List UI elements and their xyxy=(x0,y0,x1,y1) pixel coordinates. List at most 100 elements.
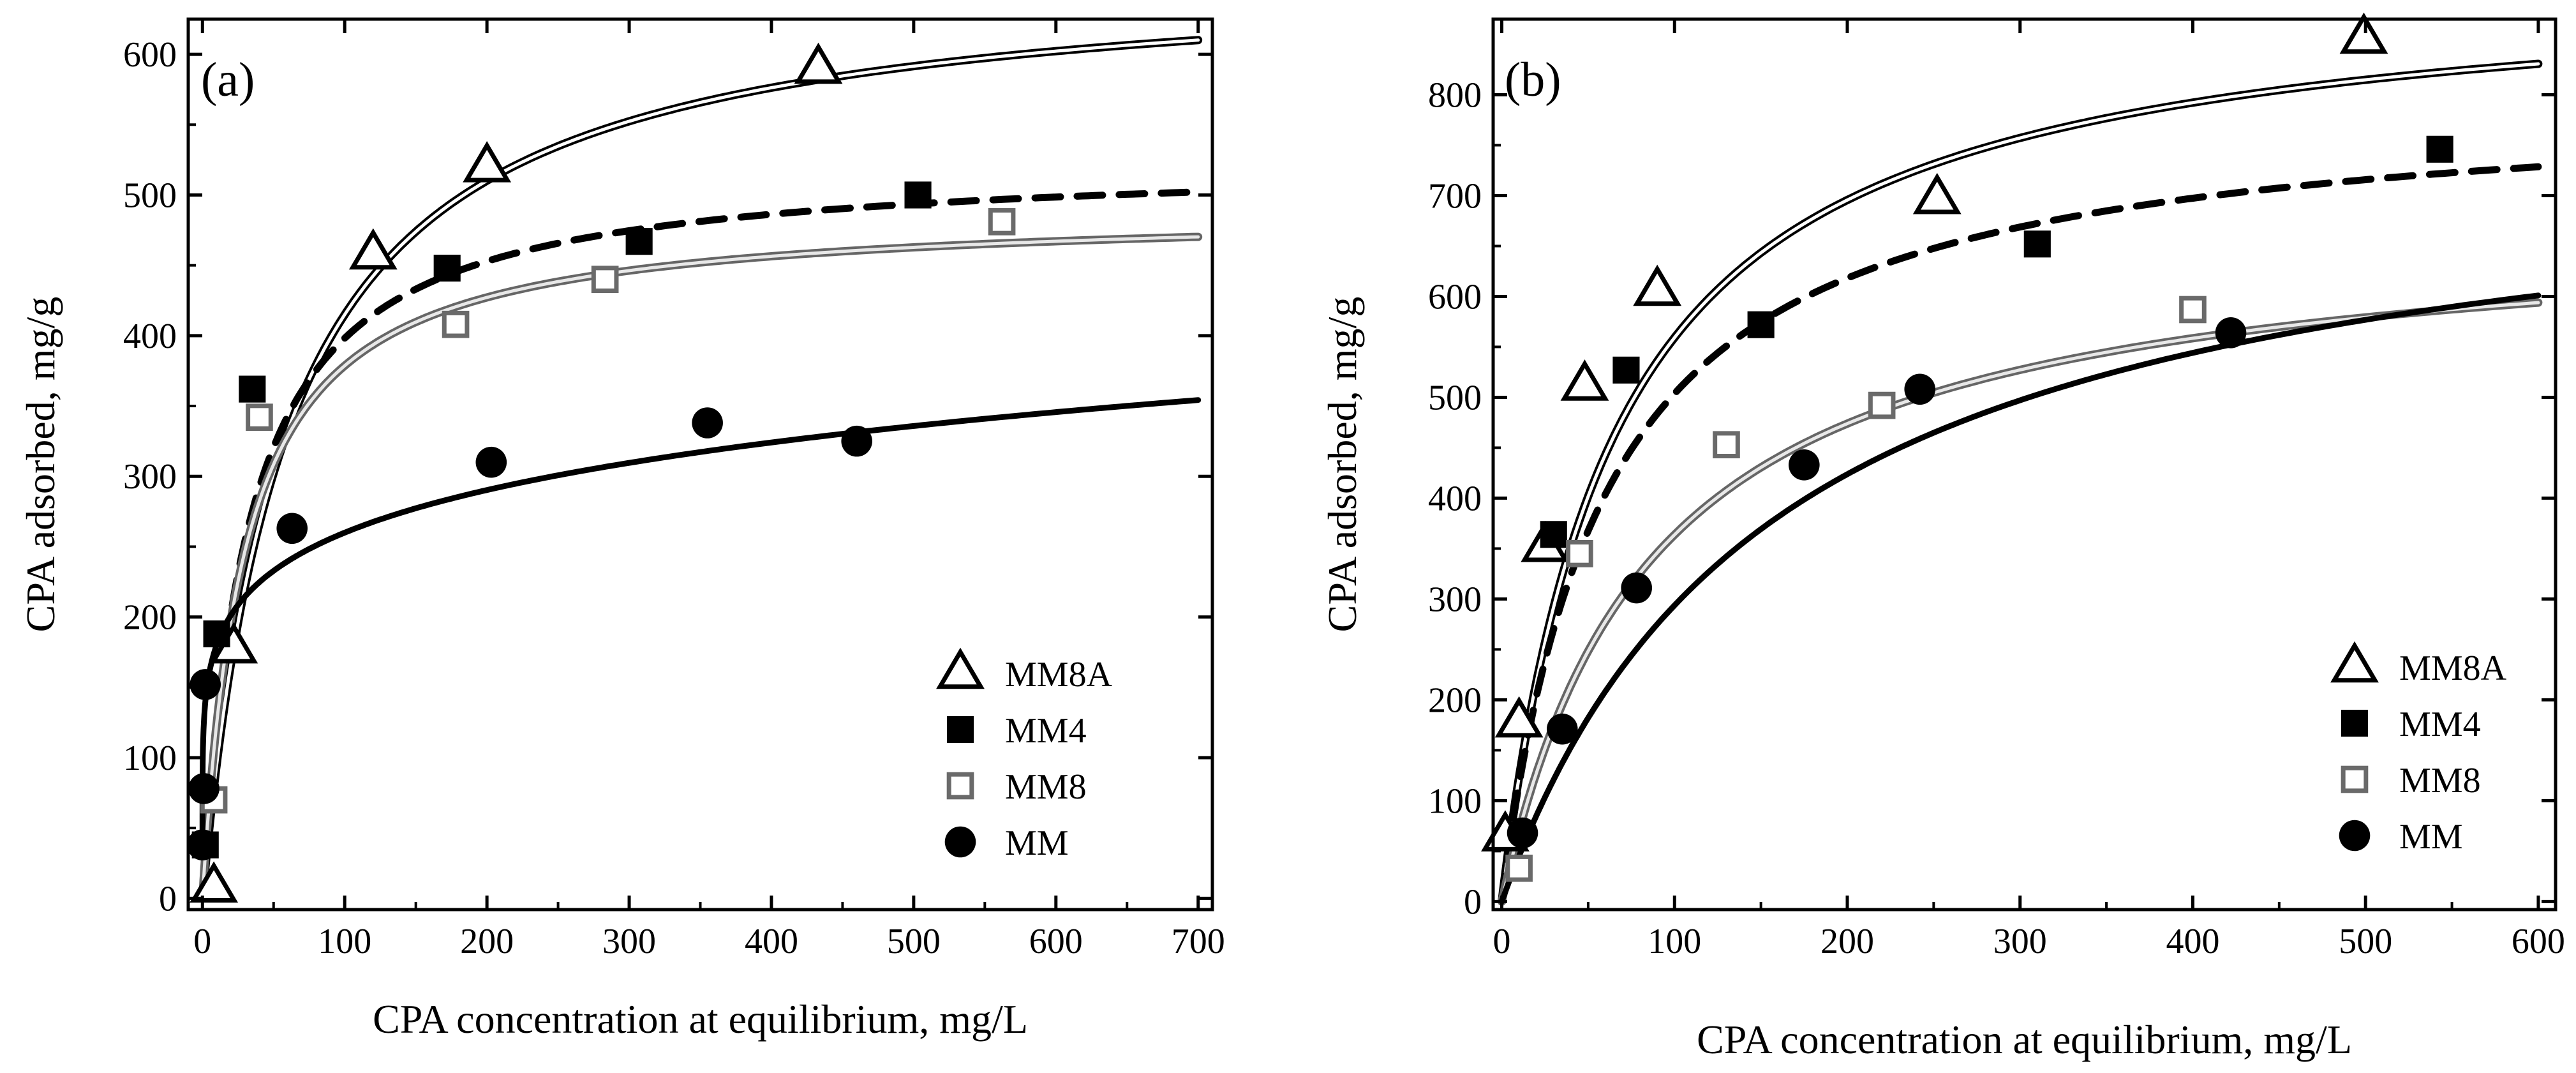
y-tick-label-600-a: 600 xyxy=(123,35,177,75)
x-tick-label-200-a: 200 xyxy=(460,922,514,961)
legend-marker-mm-b xyxy=(2339,820,2371,852)
chart-panel-a: 0 100 200 300 400 500 600 700 0 100 200 300 400 500 60… xyxy=(18,17,1225,1042)
fit-curve-mm8a-a-inner xyxy=(200,38,1200,900)
point-mm8-0-b xyxy=(1505,854,1533,882)
legend-symbol-mm-b xyxy=(2339,820,2371,852)
x-tick-label-600-b: 600 xyxy=(2512,922,2565,961)
point-mm8-2-b xyxy=(1713,431,1740,459)
legend-label-mm-a: MM xyxy=(1005,823,1069,863)
legend-marker-mm8-b xyxy=(2341,765,2369,793)
y-tick-label-0-b: 0 xyxy=(1464,882,1482,922)
point-mm8-4-b xyxy=(2179,296,2207,324)
x-tick-label-400-b: 400 xyxy=(2166,922,2219,961)
legend-item-mm-a: MM xyxy=(944,823,1069,863)
point-mm-3-b xyxy=(1789,449,1820,481)
y-axis-title-a: CPA adsorbed, mg/g xyxy=(18,297,63,633)
panel-label-a: (a) xyxy=(201,53,255,107)
legend-marker-mm8a-a xyxy=(936,647,985,689)
y-tick-label-200-a: 200 xyxy=(123,598,177,638)
y-tick-label-500-b: 500 xyxy=(1428,378,1482,417)
point-mm4-5-a xyxy=(904,181,932,209)
x-tick-label-100-b: 100 xyxy=(1648,922,1701,961)
plot-frame-b xyxy=(1491,17,2557,912)
point-mm8a-0-a xyxy=(190,861,239,903)
point-mm8a-3-a xyxy=(463,140,512,183)
legend-label-mm8-a: MM8 xyxy=(1005,767,1087,807)
x-tick-label-0-b: 0 xyxy=(1493,922,1511,961)
x-axis-title-a: CPA concentration at equilibrium, mg/L xyxy=(373,996,1028,1042)
legend-marker-mm-a xyxy=(944,826,976,858)
point-mm-6-a xyxy=(841,425,873,457)
x-tick-label-500-b: 500 xyxy=(2339,922,2392,961)
point-mm-5-a xyxy=(692,407,723,439)
legend-label-mm4-b: MM4 xyxy=(2399,705,2481,744)
y-tick-label-200-b: 200 xyxy=(1428,680,1482,720)
y-tick-label-300-a: 300 xyxy=(123,457,177,497)
legend-symbol-mm-a xyxy=(944,826,976,858)
x-tick-label-600-a: 600 xyxy=(1029,922,1083,961)
point-mm-1-b xyxy=(1546,713,1578,745)
point-mm-0-a xyxy=(186,829,218,860)
x-axis-title-b: CPA concentration at equilibrium, mg/L xyxy=(1697,1017,2352,1062)
legend-symbol-mm8-a xyxy=(946,772,974,800)
point-mm4-1-b xyxy=(1612,356,1640,384)
y-tick-label-400-a: 400 xyxy=(123,317,177,356)
legend-item-mm-b: MM xyxy=(2339,817,2463,857)
point-mm-4-a xyxy=(475,446,507,478)
point-mm-3-a xyxy=(276,513,308,544)
legend-a: MM8A MM4 MM8 MM xyxy=(936,647,1113,863)
legend-symbol-mm8a-a xyxy=(936,647,985,689)
legend-item-mm8-b: MM8 xyxy=(2341,761,2481,800)
y-tick-label-100-a: 100 xyxy=(123,739,177,778)
legend-marker-mm8a-b xyxy=(2330,641,2379,683)
point-mm4-0-b xyxy=(1540,521,1567,548)
point-mm8a-3-b xyxy=(1560,359,1609,401)
point-mm4-1-a xyxy=(203,620,230,648)
fit-curve-mm8-b xyxy=(1498,298,2543,906)
y-tick-label-800-b: 800 xyxy=(1428,75,1482,115)
point-mm4-4-b xyxy=(2426,135,2453,163)
legend-symbol-mm8-b xyxy=(2341,765,2369,793)
point-mm8-2-a xyxy=(442,310,470,338)
point-mm8-1-b xyxy=(1566,539,1593,567)
y-tick-label-600-b: 600 xyxy=(1428,277,1482,317)
legend-marker-mm4-a xyxy=(946,716,974,744)
point-mm4-4-a xyxy=(625,228,653,255)
point-mm-0-b xyxy=(1507,817,1538,849)
point-mm8-3-b xyxy=(1868,391,1896,419)
x-tick-label-300-b: 300 xyxy=(1993,922,2047,961)
point-mm-1-a xyxy=(188,773,220,804)
legend-label-mm8a-b: MM8A xyxy=(2399,649,2507,688)
x-tick-label-0-a: 0 xyxy=(193,922,211,961)
point-mm8a-1-b xyxy=(1494,696,1544,738)
x-tick-label-100-a: 100 xyxy=(318,922,371,961)
legend-symbol-mm8a-b xyxy=(2330,641,2379,683)
legend-marker-mm4-b xyxy=(2341,709,2369,737)
legend-label-mm4-a: MM4 xyxy=(1005,711,1087,751)
legend-symbol-mm4-b xyxy=(2341,709,2369,737)
legend-symbol-mm4-a xyxy=(946,716,974,744)
fit-curve-mm-a xyxy=(199,397,1202,843)
point-mm8a-6-b xyxy=(2339,12,2388,54)
point-mm4-2-a xyxy=(239,375,266,403)
point-mm8-3-a xyxy=(591,266,619,294)
chart-panel-b: 0 100 200 300 400 500 600 0 100 200 300 400 500 600 70… xyxy=(1320,12,2565,1062)
legend-item-mm8-a: MM8 xyxy=(946,767,1087,807)
y-tick-label-0-a: 0 xyxy=(159,879,177,919)
legend-item-mm8a-b: MM8A xyxy=(2330,641,2507,688)
y-axis-title-b: CPA adsorbed, mg/g xyxy=(1320,297,1365,633)
point-mm8a-2-a xyxy=(348,228,398,270)
point-mm4-3-a xyxy=(433,255,461,282)
y-tick-label-400-b: 400 xyxy=(1428,479,1482,518)
y-tick-label-700-b: 700 xyxy=(1428,176,1482,216)
legend-item-mm4-b: MM4 xyxy=(2341,705,2481,744)
legend-label-mm8-b: MM8 xyxy=(2399,761,2481,800)
fit-curve-mm8a-b-inner xyxy=(1500,62,2540,903)
y-tick-label-100-b: 100 xyxy=(1428,781,1482,821)
legend-item-mm8a-a: MM8A xyxy=(936,647,1113,694)
legend-label-mm8a-a: MM8A xyxy=(1005,655,1113,694)
fit-curve-mm8a-b xyxy=(1498,59,2543,906)
point-mm-2-a xyxy=(190,669,221,700)
y-tick-label-500-a: 500 xyxy=(123,176,177,215)
y-tick-label-300-b: 300 xyxy=(1428,580,1482,619)
